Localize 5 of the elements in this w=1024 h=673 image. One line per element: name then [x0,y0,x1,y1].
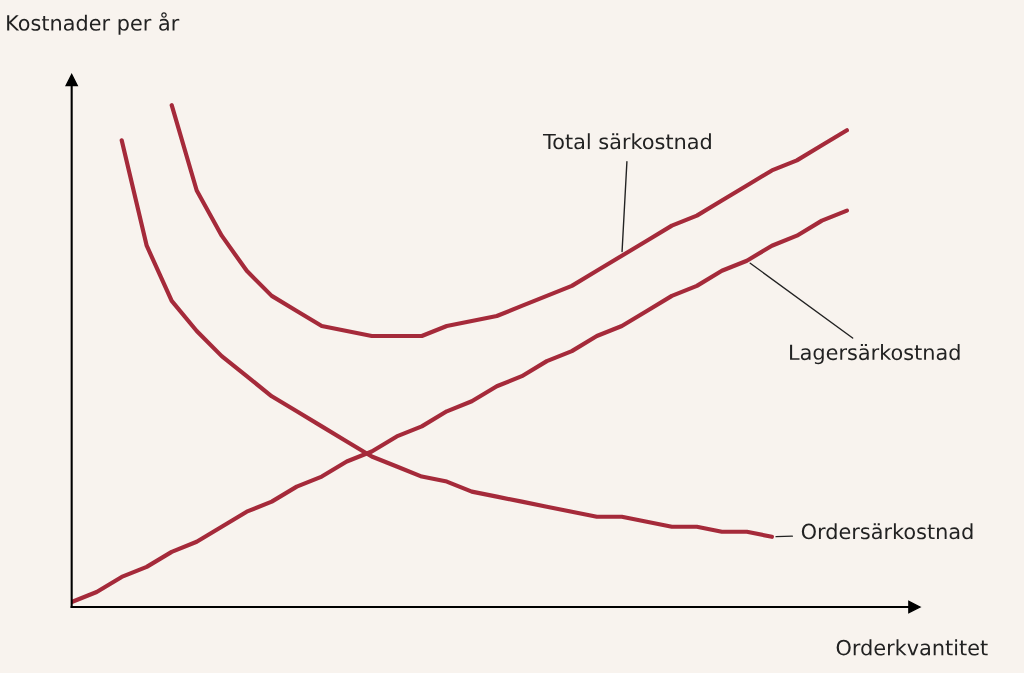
text: Total särkostnad [542,133,711,150]
x-axis-title: Orderkvantitet [836,639,988,656]
series-label: Ordersärkostnad [801,523,973,540]
y-axis-title: Kostnader per år [7,12,180,35]
text: Lagersärkostnad [790,344,960,365]
